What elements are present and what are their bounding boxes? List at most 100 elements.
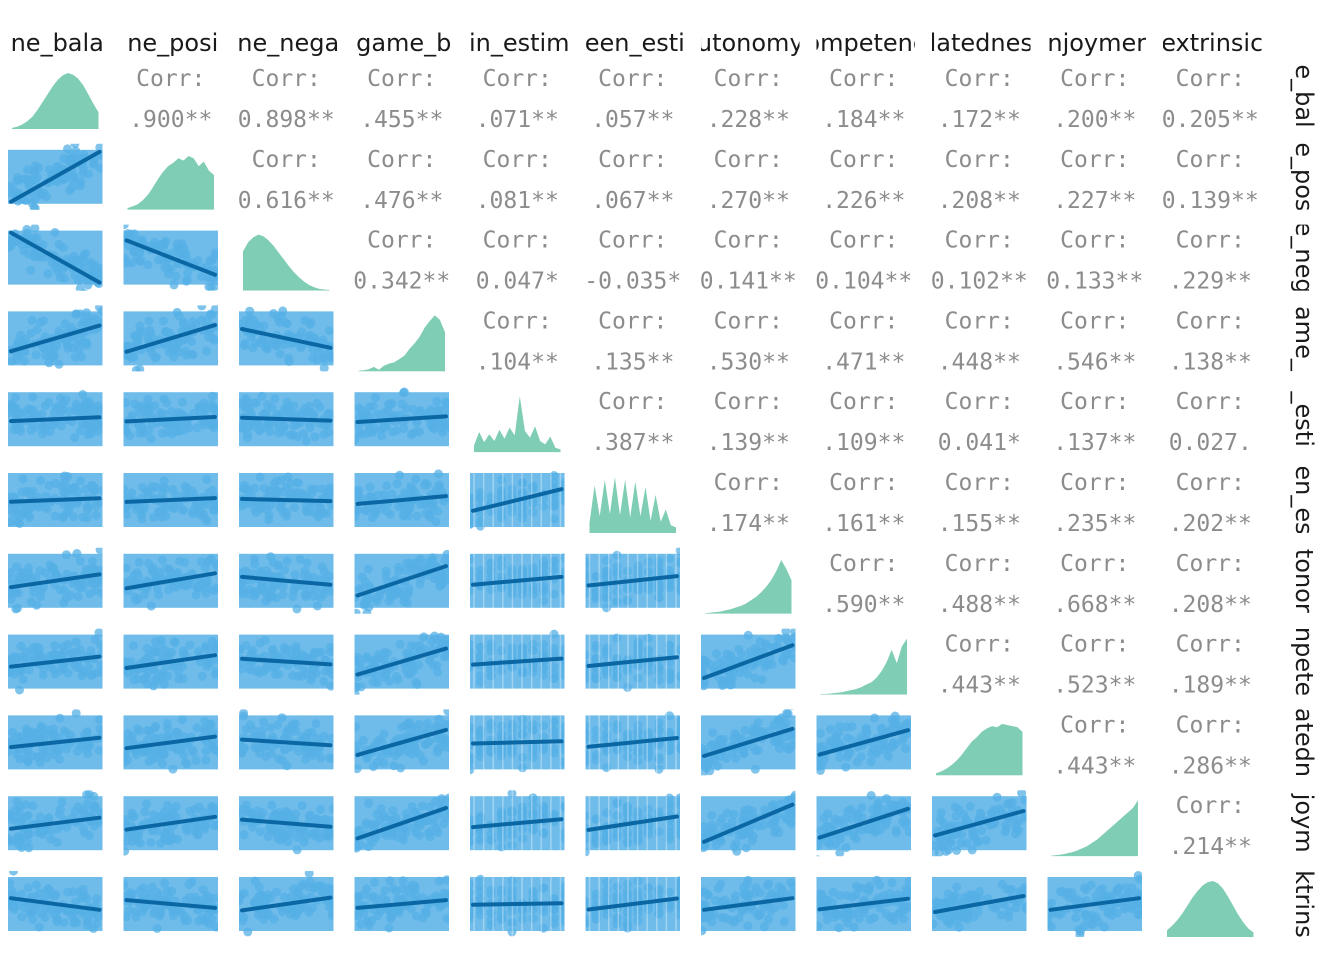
scatter-point [123,736,130,746]
scatter-panel-9-6 [701,790,796,856]
scatter-point [154,590,164,600]
scatter-point [123,426,131,436]
scatter-point [739,749,749,759]
scatter-point [782,700,791,709]
scatter-point [977,826,987,836]
scatter-point [857,803,867,813]
density-panel-1 [127,156,214,210]
fit-line [124,653,217,670]
scatter-point [497,721,506,731]
scatter-point [144,893,154,903]
scatter-point [898,817,907,827]
scatter-point [293,833,303,843]
scatter-point [665,675,674,685]
scatter-point [644,829,653,839]
scatter-point [19,903,29,912]
scatter-point [395,894,405,904]
scatter-point [433,667,443,677]
scatter-point [392,886,401,896]
fit-line [9,572,102,590]
corr-value: 0.139** [1162,188,1259,214]
scatter-point [612,832,622,842]
scatter-point [486,646,496,656]
corr-cell-5-7: Corr:.161** [822,470,905,537]
scatter-point [428,498,438,508]
scatter-point [715,751,725,761]
scatter-point [191,590,201,600]
corr-cell-2-7: Corr:0.104** [815,228,912,295]
scatter-point [290,503,299,512]
scatter-point [528,793,538,803]
corr-cell-1-9: Corr:.227** [1053,147,1136,214]
scatter-point [161,236,170,246]
corr-cell-0-1: Corr:.900** [129,66,212,133]
scatter-point [75,283,85,291]
scatter-point [59,153,69,163]
density-panel-8 [936,723,1023,776]
scatter-point [77,419,87,429]
scatter-point [207,485,217,495]
scatter-point [89,159,99,169]
scatter-point [585,811,590,821]
corr-value: .208** [1169,592,1252,618]
scatter-point [301,653,311,663]
scatter-point [403,884,413,894]
fit-line [240,656,333,667]
corr-cell-4-5: Corr:.387** [591,389,674,456]
scatter-point [470,754,475,764]
scatter-point [95,724,103,734]
scatter-point [612,725,622,734]
scatter-point [769,720,779,730]
scatter-point [539,670,548,680]
scatter-point [430,797,440,806]
fit-line [124,415,217,424]
scatter-point [47,257,57,267]
scatter-point [585,727,590,737]
scatter-point [901,744,911,754]
scatter-point [12,562,22,572]
scatter-point [380,886,390,895]
scatter-point [470,586,475,596]
scatter-point [317,484,327,494]
scatter-point [133,404,143,413]
scatter-point [316,592,326,602]
row-strip-label-7: npete [1290,627,1318,696]
scatter-point [486,564,496,574]
scatter-point [789,709,794,710]
scatter-point [518,729,527,739]
scatter-point [389,761,399,771]
scatter-point [208,290,212,291]
fit-line [355,494,448,506]
scatter-point [888,741,898,751]
scatter-point [846,805,856,814]
corr-value: .471** [822,349,905,375]
scatter-point [33,649,43,659]
scatter-point [13,603,22,613]
scatter-point [71,146,81,156]
scatter-point [36,592,45,602]
scatter-point [75,181,85,191]
scatter-point [388,806,398,816]
scatter-panel-9-2 [239,796,334,855]
scatter-point [425,509,435,519]
scatter-point [946,837,956,847]
scatter-point [549,647,559,657]
scatter-point [497,561,506,571]
scatter-panel-1-0 [8,143,103,210]
corr-value: .139** [707,430,790,456]
scatter-point [539,560,548,570]
scatter-point [442,914,449,924]
scatter-panel-3-0 [8,305,103,369]
scatter-point [1017,790,1027,798]
scatter-point [654,755,664,765]
fit-line [240,496,333,504]
scatter-point [160,878,170,888]
scatter-point [180,916,190,926]
scatter-point [29,906,39,916]
scatter-point [309,572,319,582]
scatter-point [54,809,64,819]
corr-label: Corr: [598,308,667,334]
scatter-panel-7-0 [8,628,103,695]
scatter-point [137,514,147,524]
corr-label: Corr: [1176,793,1245,819]
